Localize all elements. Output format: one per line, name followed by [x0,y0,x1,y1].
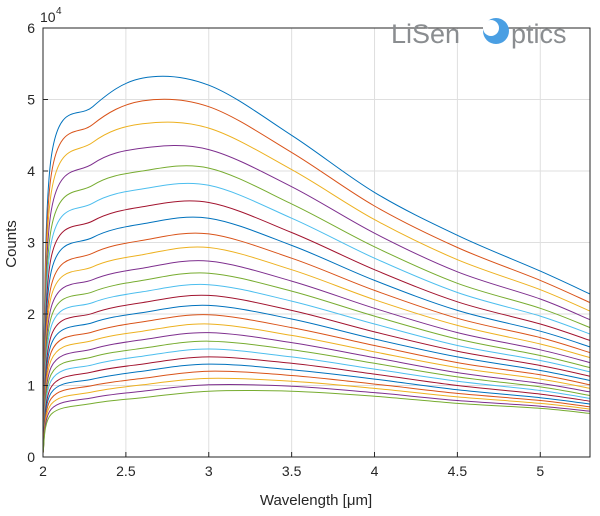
series-line-3 [42,121,591,452]
series-line-25 [42,384,591,454]
series-line-6 [42,182,591,452]
logo-text-ptics: ptics [511,19,567,49]
x-tick-label: 2.5 [116,463,136,479]
series-line-20 [42,348,591,453]
watermark-logo: LiSen ptics [391,18,567,49]
series-layer [42,75,591,454]
series-line-23 [42,370,591,453]
x-tick-label: 5 [536,463,544,479]
series-line-8 [42,216,591,452]
series-line-11 [42,260,591,453]
y-tick-label: 3 [27,235,35,251]
series-line-17 [42,323,591,453]
y-axis-label: Counts [3,220,20,268]
ticks: 2 2.5 3 3.5 4 4.5 5 0 1 2 3 4 5 6 [27,20,544,479]
y-tick-label: 0 [27,449,35,465]
x-tick-label: 2 [39,463,47,479]
series-line-10 [42,246,591,452]
series-line-7 [42,200,591,452]
x-tick-label: 4 [371,463,379,479]
series-line-5 [42,165,591,452]
series-line-16 [42,314,591,453]
series-line-19 [42,340,591,453]
series-line-13 [42,283,591,453]
x-tick-label: 4.5 [448,463,468,479]
series-line-12 [42,272,591,453]
series-line-1 [42,75,591,452]
y-tick-label: 5 [27,92,35,108]
y-tick-label: 4 [27,163,35,179]
series-line-21 [42,356,591,453]
series-line-22 [42,363,591,453]
series-line-24 [42,377,591,453]
y-multiplier: 10 4 [40,6,62,25]
y-multiplier-base: 10 [40,9,56,25]
x-tick-label: 3 [205,463,213,479]
y-tick-label: 2 [27,306,35,322]
y-tick-label: 6 [27,20,35,36]
series-line-14 [42,294,591,453]
series-line-15 [42,304,591,453]
x-tick-label: 3.5 [282,463,302,479]
logo-circle-o [483,18,509,44]
series-line-4 [42,145,591,452]
series-line-18 [42,332,591,453]
series-line-9 [42,232,591,452]
y-tick-label: 1 [27,378,35,394]
x-axis-label: Wavelength [μm] [260,492,372,509]
logo-text-lisen: LiSen [391,19,460,49]
series-line-26 [42,389,591,454]
series-line-2 [42,98,591,452]
y-multiplier-exponent: 4 [56,6,62,17]
